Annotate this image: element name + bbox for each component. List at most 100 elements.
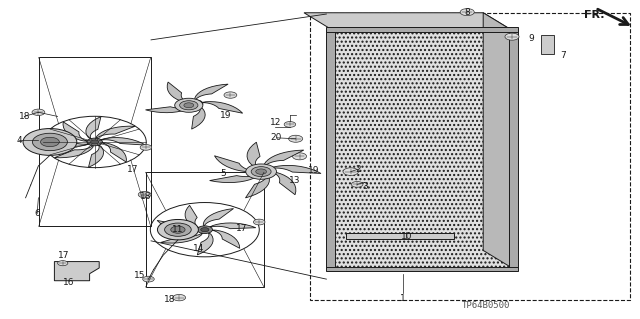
Polygon shape: [88, 144, 104, 167]
Text: 10: 10: [401, 232, 412, 241]
Circle shape: [251, 167, 271, 177]
Polygon shape: [157, 220, 200, 232]
Polygon shape: [185, 205, 200, 228]
Polygon shape: [54, 145, 93, 158]
Polygon shape: [44, 139, 90, 146]
Circle shape: [351, 182, 363, 187]
Bar: [310, 13, 630, 300]
Polygon shape: [204, 209, 234, 227]
Circle shape: [253, 219, 265, 225]
Polygon shape: [195, 84, 228, 101]
Polygon shape: [304, 13, 512, 30]
Circle shape: [505, 33, 519, 40]
Polygon shape: [270, 172, 296, 195]
Circle shape: [33, 133, 67, 151]
Circle shape: [292, 153, 307, 160]
Bar: [326, 27, 518, 32]
Polygon shape: [269, 166, 321, 174]
Polygon shape: [209, 223, 256, 229]
Text: 17: 17: [127, 165, 139, 174]
Text: 14: 14: [193, 244, 204, 253]
Circle shape: [343, 168, 358, 175]
Text: FR.: FR.: [584, 10, 604, 20]
Polygon shape: [167, 82, 190, 103]
Text: 1: 1: [401, 294, 406, 303]
Circle shape: [191, 102, 199, 106]
Text: 11: 11: [172, 225, 184, 234]
Polygon shape: [99, 137, 145, 145]
Text: TP64B0500: TP64B0500: [462, 301, 511, 310]
Text: 5: 5: [220, 169, 225, 178]
Polygon shape: [246, 174, 269, 198]
Circle shape: [157, 219, 198, 240]
Text: 18: 18: [19, 112, 30, 121]
Circle shape: [460, 9, 474, 16]
Bar: [509, 30, 518, 268]
Circle shape: [91, 140, 99, 144]
Circle shape: [40, 137, 60, 147]
Text: 19: 19: [308, 166, 319, 175]
Circle shape: [284, 122, 296, 127]
Polygon shape: [197, 232, 213, 255]
Polygon shape: [161, 232, 203, 243]
Text: 15: 15: [134, 271, 145, 280]
Polygon shape: [200, 102, 243, 113]
Circle shape: [184, 103, 194, 108]
Bar: [38, 57, 151, 226]
Text: 16: 16: [63, 278, 75, 287]
Circle shape: [256, 169, 266, 174]
Text: 18: 18: [140, 192, 152, 201]
Polygon shape: [63, 122, 89, 141]
Bar: [326, 267, 518, 271]
Circle shape: [58, 261, 68, 266]
Polygon shape: [96, 126, 135, 139]
Text: 12: 12: [269, 118, 281, 127]
Circle shape: [23, 129, 77, 155]
Circle shape: [171, 226, 185, 233]
Polygon shape: [214, 156, 257, 172]
Text: 13: 13: [289, 176, 300, 185]
Polygon shape: [86, 117, 101, 140]
Polygon shape: [210, 174, 260, 182]
Polygon shape: [54, 262, 99, 281]
Circle shape: [143, 276, 154, 282]
Circle shape: [188, 100, 203, 108]
Text: 8: 8: [465, 8, 470, 17]
Circle shape: [180, 101, 198, 110]
Text: 6: 6: [35, 209, 40, 218]
Circle shape: [87, 138, 102, 146]
Circle shape: [197, 226, 212, 234]
Circle shape: [175, 98, 203, 112]
Text: 20: 20: [271, 133, 282, 142]
Text: 7: 7: [561, 51, 566, 60]
Circle shape: [173, 294, 186, 301]
Text: 2: 2: [356, 165, 361, 174]
Text: 17: 17: [58, 251, 70, 260]
Polygon shape: [247, 142, 260, 169]
Bar: [346, 233, 454, 239]
Circle shape: [224, 92, 237, 98]
Circle shape: [140, 145, 152, 150]
Polygon shape: [145, 106, 192, 113]
Circle shape: [201, 228, 209, 232]
Text: 9: 9: [529, 34, 534, 43]
Text: 19: 19: [220, 111, 231, 120]
Text: 3: 3: [362, 182, 367, 191]
Bar: [146, 172, 264, 287]
Text: 18: 18: [164, 295, 175, 304]
Polygon shape: [191, 106, 205, 129]
Polygon shape: [264, 150, 304, 167]
Circle shape: [138, 191, 151, 198]
Text: 4: 4: [17, 136, 22, 145]
Bar: [333, 30, 512, 268]
Circle shape: [289, 135, 303, 142]
Text: 17: 17: [236, 224, 248, 233]
Bar: [326, 30, 335, 268]
Circle shape: [246, 164, 276, 179]
Polygon shape: [100, 143, 127, 162]
Polygon shape: [211, 230, 240, 249]
Polygon shape: [483, 13, 512, 268]
Bar: [541, 35, 554, 54]
Circle shape: [164, 223, 191, 236]
Circle shape: [255, 167, 273, 175]
